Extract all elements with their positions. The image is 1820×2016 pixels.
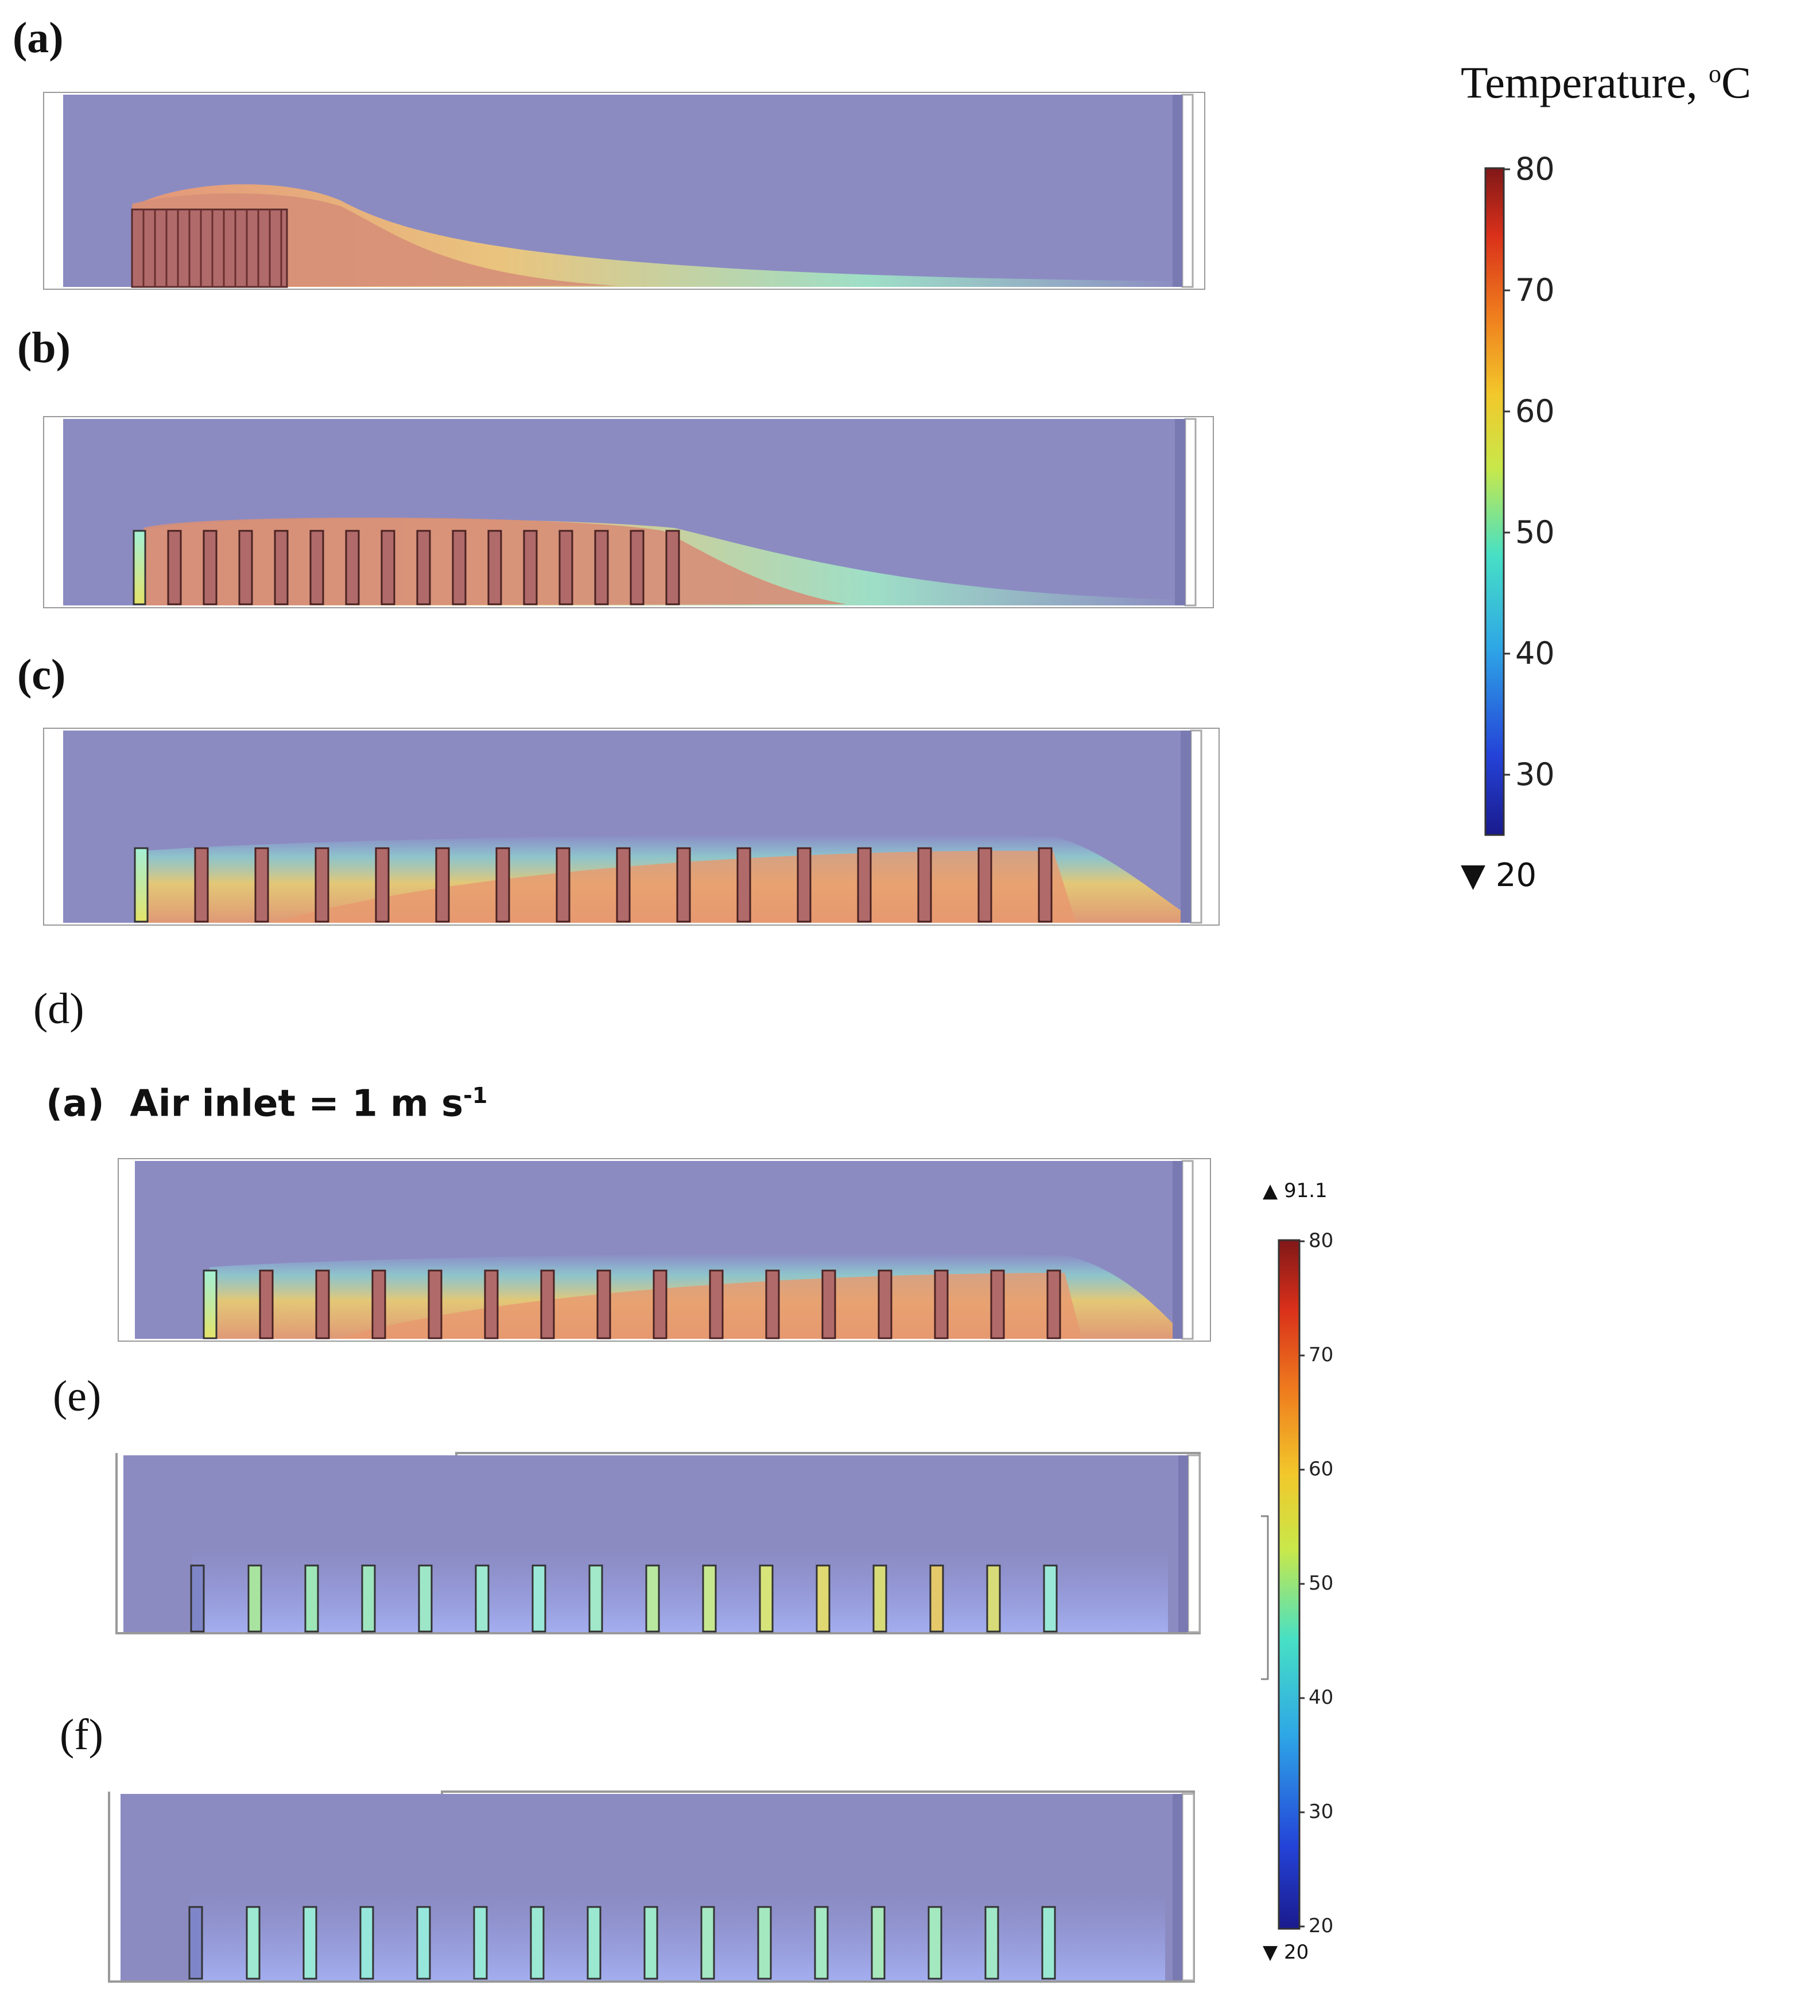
simulation-panel-c: [43, 728, 1220, 926]
simulation-panel-b: [43, 416, 1214, 608]
colorbar-min-value: 20: [1495, 857, 1537, 894]
colorbar2-tick-30: 30: [1309, 1800, 1334, 1823]
subfigure-text: Air inlet = 1 m s: [130, 1082, 464, 1125]
colorbar2-min-value: 20: [1283, 1941, 1309, 1964]
colorbar-title: Temperature, oC: [1461, 60, 1751, 105]
panel-label-e: (e): [53, 1372, 102, 1420]
bracket-line: [1260, 1515, 1271, 1681]
subfigure-superscript: -1: [463, 1083, 488, 1108]
panel-label-b: (b): [17, 324, 71, 372]
simulation-panel-f: [103, 1789, 1208, 1984]
colorbar-min-marker: ▼ 20: [1461, 860, 1536, 892]
colorbar-title-unit: C: [1721, 57, 1752, 107]
subfigure-title: (a) Air inlet = 1 m s-1: [46, 1085, 487, 1122]
simulation-panel-e: [106, 1451, 1211, 1637]
colorbar-tick-30: 30: [1515, 756, 1555, 793]
colorbar-main: [1484, 166, 1512, 838]
panel-label-c: (c): [17, 651, 66, 699]
colorbar2-max-value: 91.1: [1283, 1179, 1328, 1202]
simulation-panel-d: [118, 1158, 1211, 1342]
colorbar-tick-40: 40: [1515, 635, 1555, 671]
colorbar2-tick-40: 40: [1309, 1686, 1334, 1709]
colorbar-title-degree: o: [1708, 60, 1721, 88]
panel-label-f: (f): [60, 1711, 103, 1759]
colorbar-tick-60: 60: [1515, 393, 1555, 429]
colorbar-title-text: Temperature,: [1461, 57, 1709, 107]
down-triangle-small-icon: ▼: [1263, 1941, 1278, 1964]
panel-label-d: (d): [33, 985, 84, 1033]
colorbar2-tick-50: 50: [1309, 1572, 1334, 1595]
simulation-panel-a: [43, 92, 1205, 290]
colorbar2-tick-80: 80: [1309, 1229, 1334, 1252]
colorbar-tick-50: 50: [1515, 514, 1555, 550]
colorbar2-tick-70: 70: [1309, 1343, 1334, 1366]
colorbar2-tick-60: 60: [1309, 1458, 1334, 1481]
up-triangle-icon: ▲: [1263, 1179, 1278, 1202]
panel-label-a: (a): [13, 14, 64, 62]
colorbar2-min-marker: ▼ 20: [1263, 1943, 1309, 1962]
colorbar2-max-marker: ▲ 91.1: [1263, 1181, 1328, 1201]
subfigure-label: (a): [46, 1082, 104, 1125]
down-triangle-icon: ▼: [1461, 857, 1486, 894]
colorbar-secondary: [1277, 1238, 1306, 1933]
colorbar-tick-70: 70: [1515, 272, 1555, 308]
colorbar-tick-80: 80: [1515, 151, 1555, 187]
colorbar2-tick-20: 20: [1309, 1914, 1334, 1937]
